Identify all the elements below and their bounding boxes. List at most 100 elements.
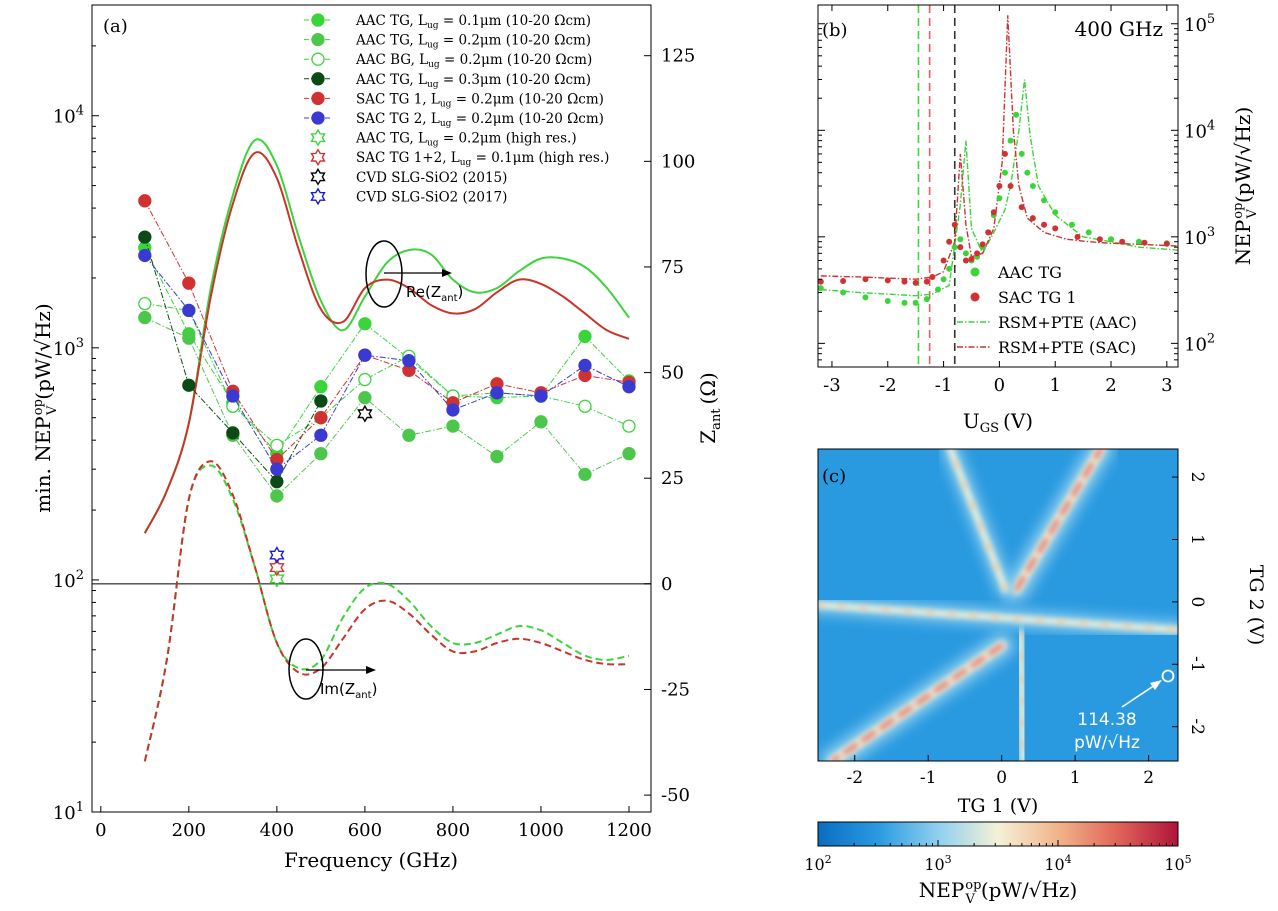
data-point-s1-10	[578, 467, 592, 481]
x-tick-label-a-4: 800	[436, 820, 470, 841]
series-b-point-0-12	[962, 250, 969, 257]
data-point-s5-9	[534, 389, 548, 403]
series-b-point-1-19	[1001, 150, 1008, 157]
colorbar-tick-label-3: 105	[1164, 853, 1191, 874]
series-b-point-0-26	[1052, 209, 1059, 216]
series-b-point-1-26	[1096, 236, 1103, 243]
legend-b-item-3: RSM+PTE (SAC)	[957, 338, 1136, 357]
re-zant-arrowhead	[442, 269, 452, 277]
series-b-point-0-8	[940, 276, 947, 283]
panel-a-ylabel-right: Zant(Ω)	[696, 372, 724, 443]
legend-a-marker-2	[311, 52, 325, 66]
colorbar	[817, 821, 1179, 847]
legend-a-marker-7	[310, 148, 326, 167]
panel-a-series	[138, 194, 636, 588]
legend-a-item-3: AAC TG, Lug = 0.3μm (10-20 Ωcm)	[304, 72, 591, 90]
series-b-point-0-0	[818, 285, 824, 292]
series-b-point-0-6	[923, 296, 930, 303]
y-tick-label-b-1: 103	[1184, 225, 1215, 249]
data-point-s1-9	[534, 415, 548, 429]
data-point-s4-0	[138, 194, 152, 208]
panel-b-label: (b)	[822, 20, 848, 41]
series-b-point-1-7	[929, 273, 936, 280]
series-b-point-0-1	[840, 289, 847, 296]
legend-a-label-3: AAC TG, Lug = 0.3μm (10-20 Ωcm)	[355, 72, 591, 90]
data-point-s0-5	[358, 317, 372, 331]
y-tick-label-b-0: 102	[1184, 331, 1215, 355]
y-tick-label-b-3: 105	[1184, 12, 1215, 36]
legend-a-item-1: AAC TG, Lug = 0.2μm (10-20 Ωcm)	[304, 33, 591, 51]
x-tick-label-c-4: 2	[1143, 768, 1154, 788]
series-b-point-1-18	[996, 183, 1003, 189]
optimal-point-value: 114.38	[1077, 710, 1136, 730]
series-b-point-0-3	[884, 297, 891, 304]
series-b-point-1-8	[940, 257, 947, 264]
optimal-point-arrowhead	[1150, 680, 1162, 690]
series-b-point-0-19	[1001, 169, 1008, 176]
panel-c-ylabel: TG 2 (V)	[1245, 565, 1267, 646]
x-tick-label-a-0: 0	[95, 820, 106, 841]
optimal-point-arrow	[1121, 682, 1159, 708]
series-b-point-1-25	[1074, 233, 1081, 240]
series-b-point-1-24	[1052, 225, 1059, 232]
data-point-s1-6	[402, 428, 416, 442]
legend-a-label-6: AAC TG, Lug = 0.2μm (high res.)	[355, 131, 577, 149]
data-point-s5-3	[270, 462, 284, 476]
panel-c-ticks: -2 -1 0 1 2 -2 -1 0 1 2	[846, 472, 1207, 788]
panel-c-frame	[817, 448, 1179, 762]
panel-b: -3 -2 -1 0 1 2 3 102 103 104 105 (b) 400 GHz UGS (V…	[817, 4, 1260, 436]
data-point-s4-4	[314, 411, 328, 425]
series-b-point-1-2	[862, 276, 869, 283]
legend-a-label-2: AAC BG, Lug = 0.2μm (10-20 Ωcm)	[355, 52, 592, 70]
panel-b-ylabel: NEPopV(pW/√Hz)	[1231, 107, 1260, 266]
panel-a-legend: AAC TG, Lug = 0.1μm (10-20 Ωcm) AAC TG, L…	[304, 13, 609, 205]
im-zant-label: Im(Zant)	[320, 680, 377, 701]
data-star-s9-0	[269, 546, 285, 564]
series-b-point-0-4	[901, 299, 908, 306]
data-point-s3-3	[270, 475, 284, 489]
heatmap-ridge-core-3	[1018, 631, 1026, 761]
legend-a-item-0: AAC TG, Lug = 0.1μm (10-20 Ωcm)	[304, 13, 591, 31]
y-tick-label-right-a-4: 50	[661, 363, 684, 384]
legend-a-label-8: CVD SLG-SiO2 (2015)	[356, 170, 507, 186]
heatmap-ridge-core-0	[1014, 449, 1103, 592]
x-tick-label-a-6: 1200	[606, 820, 652, 841]
series-b-point-0-21	[1013, 111, 1020, 118]
legend-a-label-4: SAC TG 1, Lug = 0.2μm (10-20 Ωcm)	[356, 91, 604, 109]
re-zant-ellipse	[365, 240, 403, 308]
data-point-s1-11	[622, 446, 636, 461]
data-point-s2-3	[270, 438, 284, 453]
data-point-s1-3	[270, 489, 284, 503]
series-line-2	[144, 303, 630, 446]
data-point-s0-4	[314, 380, 328, 394]
series-line-1	[144, 317, 630, 497]
x-tick-label-b-2: -1	[935, 375, 953, 396]
panel-a-xlabel: Frequency (GHz)	[284, 848, 458, 872]
data-point-s3-2	[226, 426, 240, 440]
series-b-point-1-20	[1007, 183, 1014, 189]
series-b-point-1-23	[1041, 221, 1048, 228]
y-tick-label-right-a-5: 75	[661, 257, 684, 278]
data-point-s3-1	[182, 378, 196, 392]
y-tick-label-right-a-3: 25	[661, 468, 684, 489]
series-b-point-1-28	[1141, 239, 1148, 246]
x-tick-label-a-2: 400	[260, 820, 294, 841]
x-tick-label-b-5: 2	[1105, 375, 1116, 396]
data-point-s5-0	[138, 248, 152, 263]
x-tick-label-c-0: -2	[846, 768, 863, 788]
heatmap-ridge-core-4	[818, 603, 1178, 632]
legend-a-label-0: AAC TG, Lug = 0.1μm (10-20 Ωcm)	[355, 13, 591, 31]
series-b-point-1-15	[979, 241, 986, 248]
series-b-point-0-23	[1024, 169, 1031, 176]
legend-b-label-0: AAC TG	[997, 263, 1062, 282]
legend-a-marker-4	[311, 91, 325, 106]
series-b-point-0-11	[957, 236, 964, 243]
y-tick-label-right-a-6: 100	[661, 151, 695, 172]
data-point-s1-7	[446, 419, 460, 433]
series-b-point-1-10	[951, 221, 958, 228]
data-point-s5-10	[578, 358, 592, 373]
series-line-4	[144, 200, 630, 461]
legend-a-marker-5	[311, 111, 325, 125]
y-tick-label-b-2: 104	[1184, 118, 1215, 142]
x-tick-label-a-5: 1000	[518, 820, 564, 841]
